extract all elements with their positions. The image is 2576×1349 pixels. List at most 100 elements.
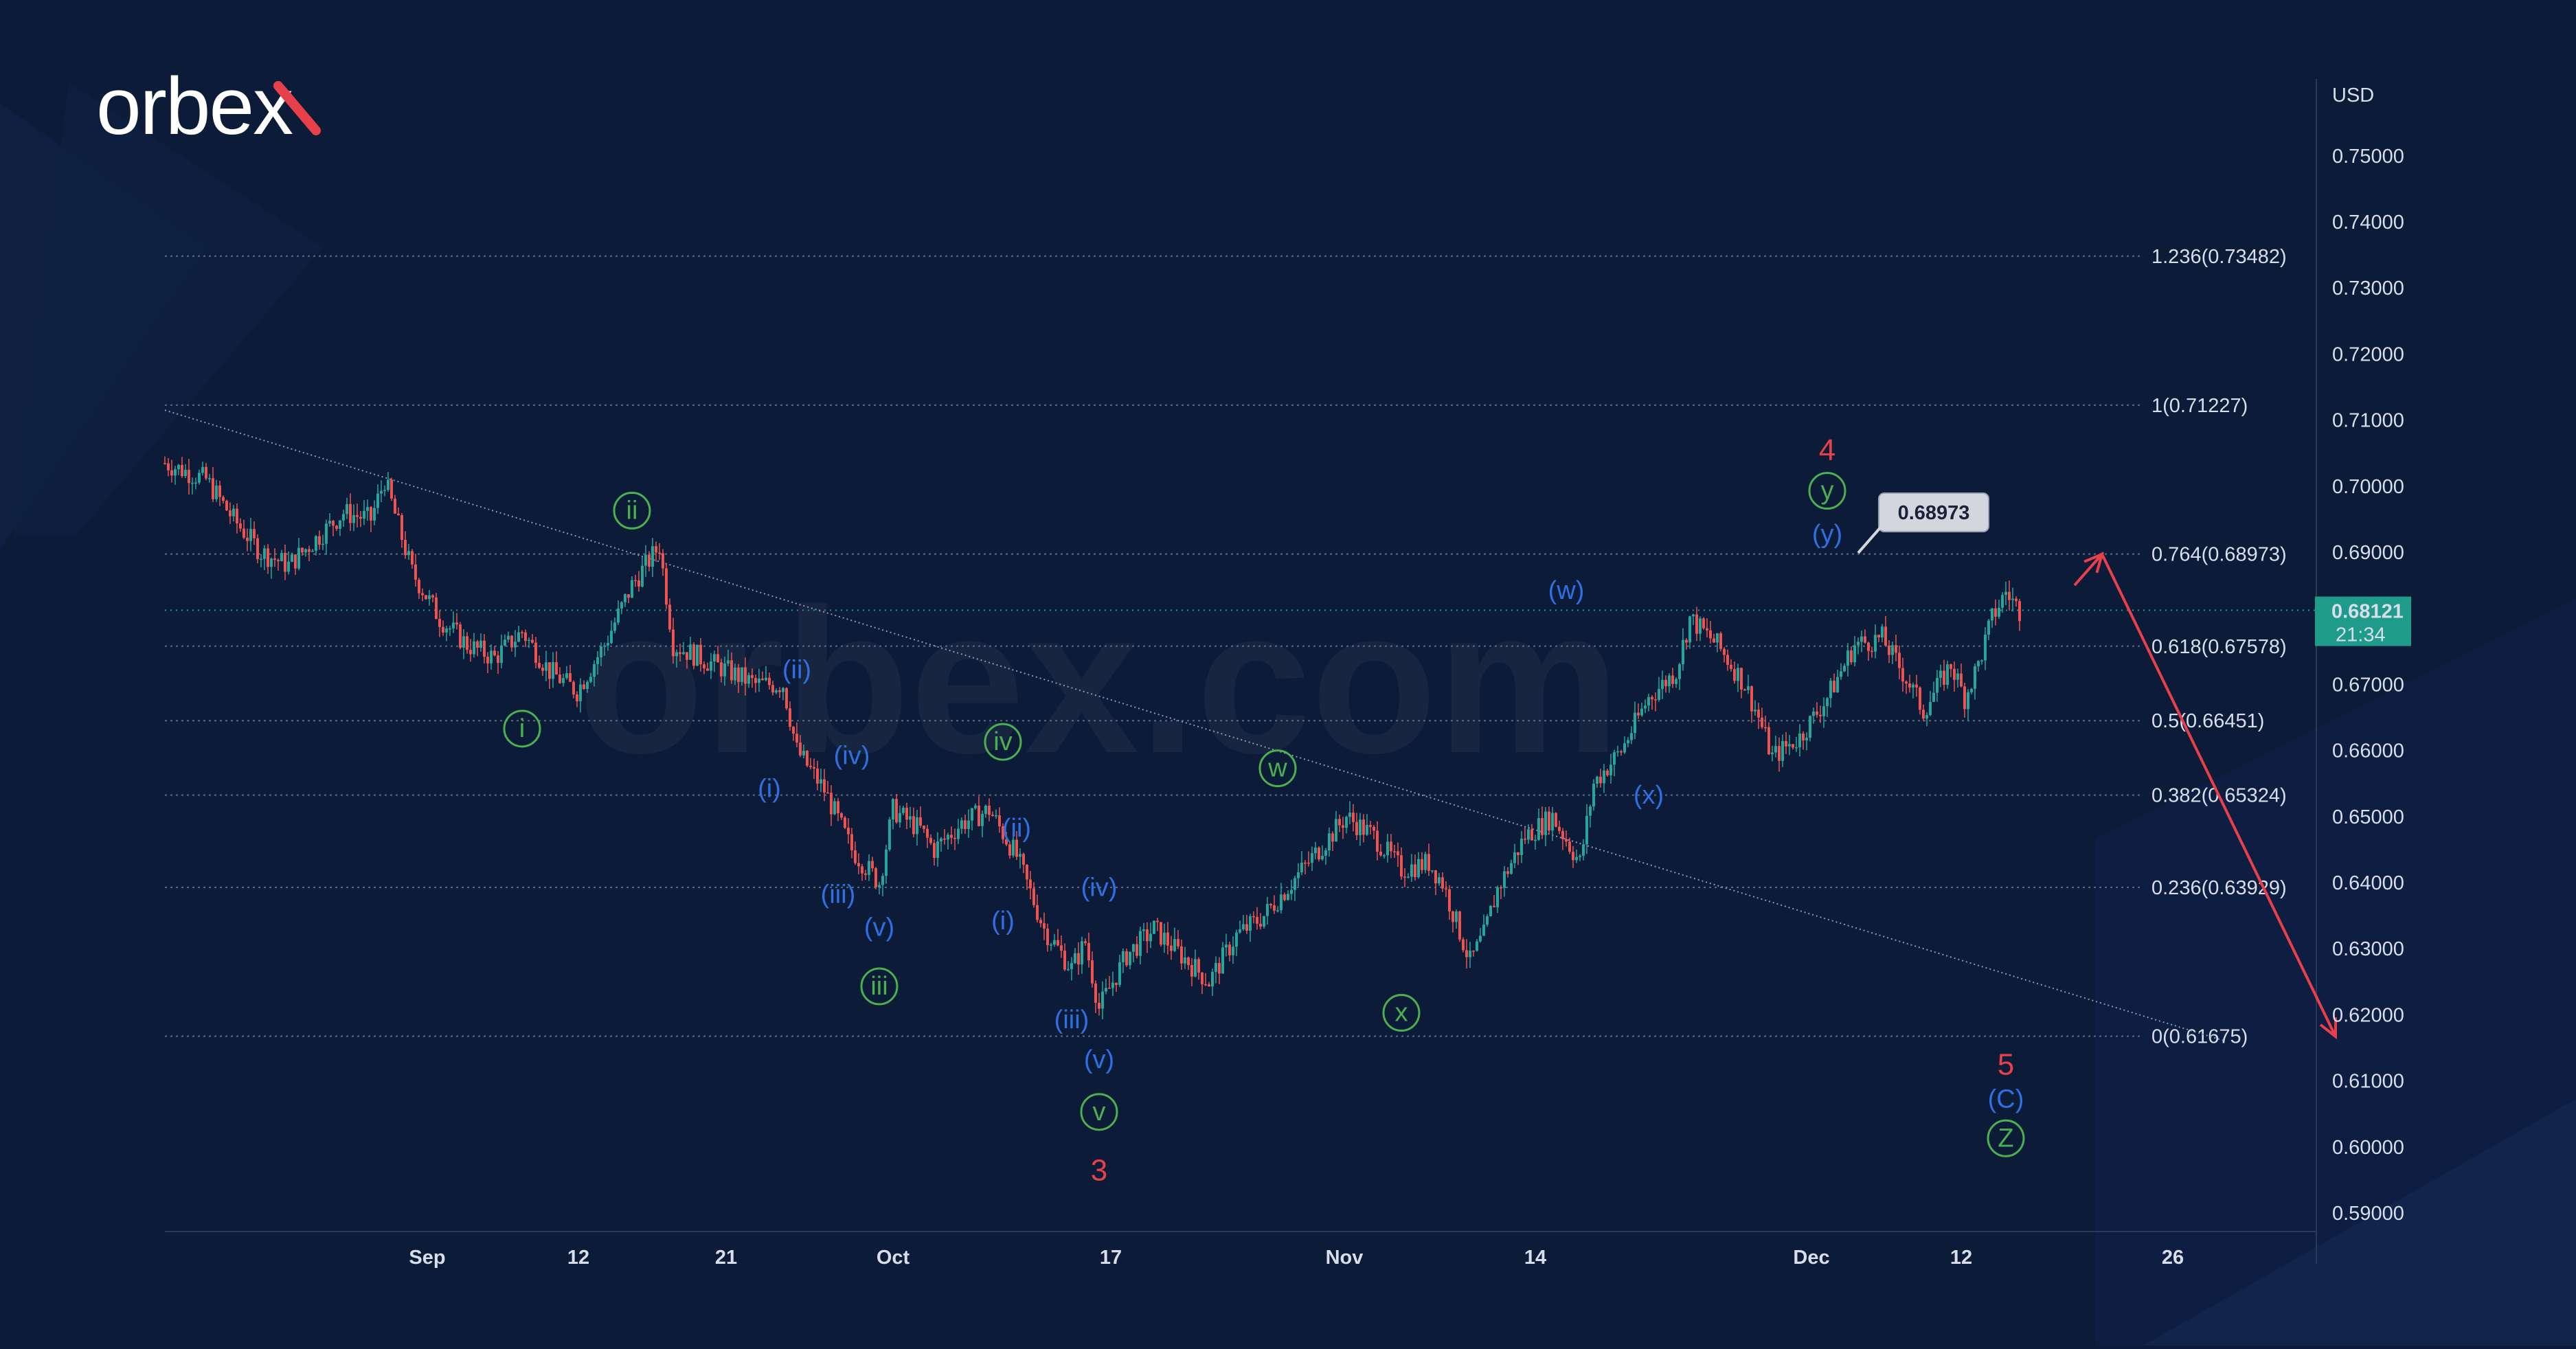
candle-body xyxy=(1400,855,1403,877)
candle-body xyxy=(239,523,242,529)
candle-body xyxy=(720,662,723,677)
candle-body xyxy=(449,628,451,630)
candle-body xyxy=(1146,929,1149,942)
candle-body xyxy=(1541,818,1544,835)
candle-body xyxy=(510,635,513,648)
candle-body xyxy=(2018,601,2021,622)
candle-body xyxy=(668,604,671,630)
candle-body xyxy=(1802,733,1805,740)
candle-body xyxy=(431,595,434,598)
candle-body xyxy=(1572,852,1574,861)
candle-body xyxy=(225,501,228,511)
candle-body xyxy=(1376,830,1379,852)
wave-label: y xyxy=(1821,477,1834,506)
candle-body xyxy=(301,547,304,553)
candle-body xyxy=(174,469,177,476)
candle-body xyxy=(1197,959,1200,973)
candle-body xyxy=(978,805,980,826)
candle-body xyxy=(1654,699,1657,701)
candle-body xyxy=(1678,664,1681,679)
candle-body xyxy=(734,667,736,681)
candle-body xyxy=(1915,684,1918,688)
candle-body xyxy=(1290,889,1293,894)
candle-body xyxy=(679,652,681,655)
y-tick-label: 0.60000 xyxy=(2332,1137,2404,1159)
candle-body xyxy=(335,525,338,529)
candle-body xyxy=(631,580,633,598)
watermark-text: orbex.com xyxy=(578,565,1620,796)
candle-body xyxy=(1451,911,1454,922)
candle-body xyxy=(1235,932,1238,947)
candle-body xyxy=(1671,675,1674,684)
candle-body xyxy=(1524,838,1526,840)
candle-body xyxy=(1558,826,1561,831)
candle-body xyxy=(1142,929,1145,931)
candle-body xyxy=(1647,696,1650,706)
candle-body xyxy=(400,515,403,541)
candle-body xyxy=(163,463,166,464)
wave-label: (v) xyxy=(1084,1045,1114,1074)
candle-body xyxy=(267,548,269,567)
candle-body xyxy=(1843,666,1846,672)
candle-body xyxy=(624,594,626,602)
candle-body xyxy=(947,835,949,840)
candle-body xyxy=(857,863,860,867)
candle-body xyxy=(552,662,554,679)
candle-body xyxy=(765,677,767,681)
candle-body xyxy=(1019,854,1021,857)
candle-body xyxy=(1239,929,1241,933)
forecast-arrowhead-up xyxy=(2083,552,2105,574)
candle-body xyxy=(459,624,462,648)
candle-body xyxy=(785,688,788,709)
candle-body xyxy=(1187,957,1190,966)
candle-body xyxy=(651,546,654,567)
candle-body xyxy=(1335,819,1337,842)
candle-body xyxy=(425,595,427,600)
candle-body xyxy=(315,536,317,551)
candle-body xyxy=(1668,675,1671,687)
candle-body xyxy=(1438,877,1440,884)
candle-body xyxy=(1998,607,2000,617)
candle-body xyxy=(1682,639,1684,665)
candle-body xyxy=(428,595,431,600)
candle-body xyxy=(1953,668,1956,680)
candle-body xyxy=(194,482,197,484)
candle-body xyxy=(1974,666,1976,689)
candle-body xyxy=(716,654,719,663)
candle-body xyxy=(1101,991,1104,1009)
candle-body xyxy=(837,801,839,813)
candle-body xyxy=(1613,752,1616,765)
candle-body xyxy=(359,517,362,519)
candle-body xyxy=(325,523,328,544)
candle-body xyxy=(1939,670,1942,678)
candle-body xyxy=(1194,959,1197,977)
candle-body xyxy=(387,479,389,490)
candle-body xyxy=(1070,963,1073,969)
candle-body xyxy=(1190,965,1193,977)
wave-label: (i) xyxy=(991,907,1015,936)
candle-body xyxy=(476,641,479,648)
candle-body xyxy=(1737,668,1739,681)
candle-body xyxy=(754,678,757,683)
candle-body xyxy=(1740,668,1743,690)
candle-body xyxy=(1637,712,1640,716)
candle-body xyxy=(620,602,623,609)
candle-body xyxy=(751,674,754,679)
candle-body xyxy=(1283,894,1286,900)
candle-body xyxy=(198,473,201,483)
candle-body xyxy=(1067,968,1070,971)
candle-body xyxy=(603,645,606,647)
candle-body xyxy=(1287,894,1289,900)
candle-body xyxy=(545,662,547,671)
candle-body xyxy=(617,608,620,623)
candle-body xyxy=(974,805,977,808)
candle-body xyxy=(1324,850,1327,856)
candle-body xyxy=(1015,839,1018,857)
candle-body xyxy=(462,636,465,648)
candle-body xyxy=(1098,1002,1100,1009)
candle-body xyxy=(1561,830,1564,839)
candle-body xyxy=(242,528,245,538)
candle-body xyxy=(1675,679,1677,684)
candle-body xyxy=(1259,923,1262,927)
